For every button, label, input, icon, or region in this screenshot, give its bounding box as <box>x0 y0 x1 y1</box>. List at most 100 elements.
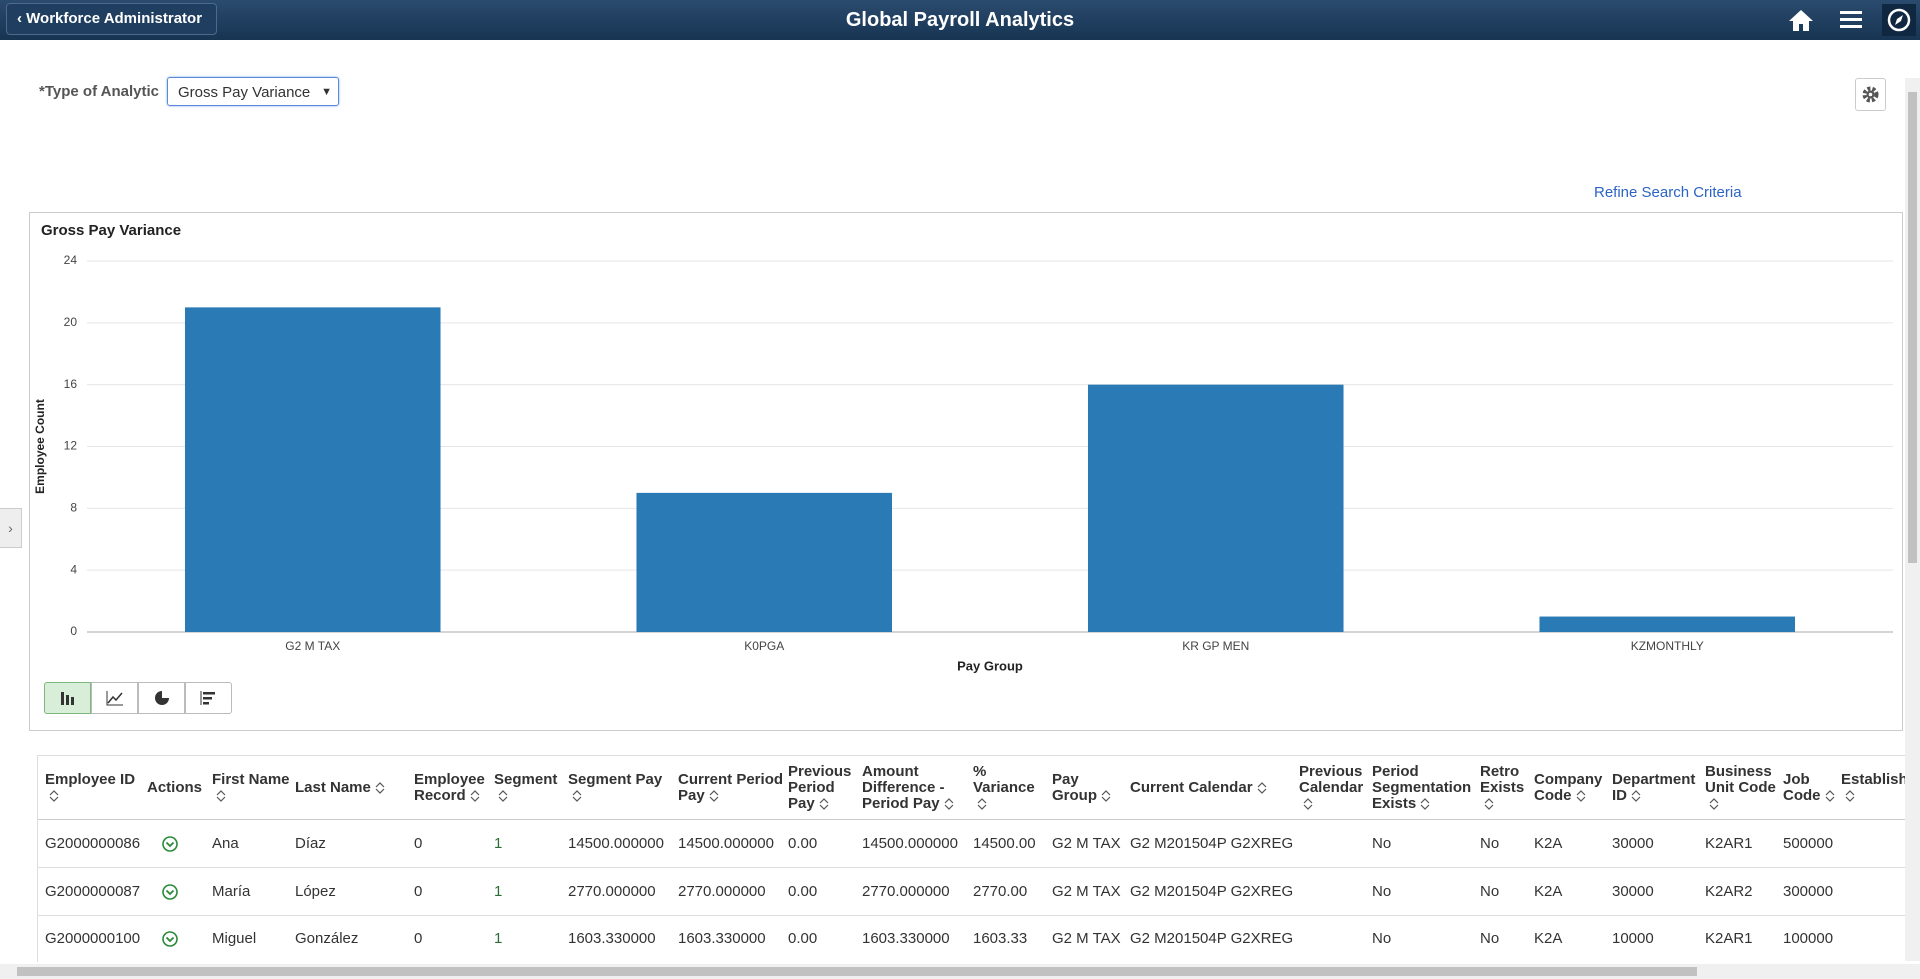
column-header-text[interactable]: Current Period Pay <box>678 770 784 804</box>
sort-icon[interactable] <box>1420 797 1430 810</box>
column-header-cell: Period Segmentation Exists <box>1372 762 1476 812</box>
column-header-text[interactable]: Previous Calendar <box>1299 762 1364 796</box>
column-header-cell: Segment Pay <box>568 770 674 804</box>
column-header-text[interactable]: % Variance <box>973 762 1035 796</box>
table-cell: No <box>1480 835 1500 852</box>
column-header-text[interactable]: Amount Difference - Period Pay <box>862 762 945 812</box>
column-header-cell: Job Code <box>1783 770 1837 804</box>
column-header: Establishment ID <box>1841 756 1905 819</box>
actions-icon[interactable] <box>161 820 179 867</box>
table-cell[interactable]: 1 <box>494 835 503 852</box>
column-header-text[interactable]: Business Unit Code <box>1705 762 1776 796</box>
column-header-cell: Employee ID <box>45 770 143 804</box>
column-header-text[interactable]: Previous Period Pay <box>788 762 852 812</box>
line-chart-button[interactable] <box>91 682 138 714</box>
x-tick-label: KR GP MEN <box>1182 639 1249 653</box>
field-label: *Type of Analytic <box>39 83 160 100</box>
h-scrollbar[interactable] <box>0 964 1920 979</box>
column-header: Pay Group <box>1052 756 1126 819</box>
sort-icon[interactable] <box>1709 797 1719 810</box>
actions-icon[interactable] <box>161 915 179 962</box>
bar-chart-button[interactable] <box>44 682 91 714</box>
sort-icon[interactable] <box>1257 781 1267 794</box>
sort-icon[interactable] <box>1101 789 1111 802</box>
actions-icon[interactable] <box>161 868 179 915</box>
x-tick-label: K0PGA <box>744 639 784 653</box>
sort-icon[interactable] <box>1825 789 1835 802</box>
x-tick-label: G2 M TAX <box>285 639 340 653</box>
sort-icon[interactable] <box>1576 789 1586 802</box>
table-cell: 0 <box>414 882 423 900</box>
table-cell: G2 M201504P G2XREG <box>1130 930 1294 947</box>
side-tab[interactable]: › <box>0 508 22 548</box>
column-header: Period Segmentation Exists <box>1372 756 1476 819</box>
sort-icon[interactable] <box>709 789 719 802</box>
back-label[interactable]: Workforce Administrator <box>26 10 203 27</box>
sort-icon[interactable] <box>1303 797 1313 810</box>
column-header-text[interactable]: Employee ID <box>45 770 136 788</box>
menu-icon[interactable] <box>1840 10 1862 30</box>
column-header-text[interactable]: Department ID <box>1612 770 1696 804</box>
sort-icon[interactable] <box>977 797 987 810</box>
column-header-text: Actions <box>147 778 203 796</box>
sort-icon[interactable] <box>470 789 480 802</box>
column-header: Employee ID <box>45 756 143 819</box>
table-cell: 0.00 <box>788 882 818 900</box>
bar <box>184 307 441 632</box>
refine-link[interactable]: Refine Search Criteria <box>1594 184 1742 201</box>
column-header-text[interactable]: Employee Record <box>414 770 485 804</box>
column-header-text[interactable]: Last Name <box>295 778 371 796</box>
table-cell: 1603.330000 <box>678 930 766 947</box>
column-header-text[interactable]: Job Code <box>1783 770 1821 804</box>
column-header-text[interactable]: Current Calendar <box>1130 778 1253 796</box>
column-header-text[interactable]: Retro Exists <box>1480 762 1525 796</box>
sort-icon[interactable] <box>944 797 954 810</box>
sort-icon[interactable] <box>49 789 59 802</box>
column-header-cell: Previous Calendar <box>1299 762 1368 812</box>
y-tick-label: 12 <box>64 439 78 453</box>
header-row-border <box>38 819 1905 820</box>
column-header-cell: Pay Group <box>1052 770 1126 804</box>
h-scroll-thumb[interactable] <box>17 967 1697 976</box>
back-button[interactable]: ‹ Workforce Administrator <box>6 3 218 35</box>
sort-icon[interactable] <box>1631 789 1641 802</box>
sort-icon[interactable] <box>819 797 829 810</box>
column-header-text[interactable]: First Name <box>212 770 290 788</box>
sort-icon[interactable] <box>1484 797 1494 810</box>
column-header: Business Unit Code <box>1705 756 1779 819</box>
select-value[interactable]: Gross Pay Variance <box>178 84 311 101</box>
column-header-text[interactable]: Period Segmentation Exists <box>1372 762 1472 812</box>
table-cell: No <box>1372 882 1392 900</box>
column-header: Current Period Pay <box>678 756 784 819</box>
y-tick-label: 24 <box>64 253 78 267</box>
column-header-text[interactable]: Pay Group <box>1052 770 1097 804</box>
table-cell[interactable]: 1 <box>494 930 503 947</box>
sort-icon[interactable] <box>216 789 226 802</box>
table-cell: González <box>295 930 359 947</box>
sort-icon[interactable] <box>498 789 508 802</box>
column-header-text[interactable]: Company Code <box>1534 770 1603 804</box>
column-header-text[interactable]: Segment <box>494 770 558 788</box>
table-cell: G2000000086 <box>45 835 141 852</box>
analytic-select[interactable]: Gross Pay Variance ▼ <box>167 77 339 106</box>
sort-icon[interactable] <box>375 781 385 794</box>
navbar-icon[interactable] <box>1882 4 1916 36</box>
column-header-text[interactable]: Establishment ID <box>1841 770 1905 788</box>
table-cell[interactable]: 1 <box>494 882 503 900</box>
table-cell: G2 M TAX <box>1052 835 1121 852</box>
sort-icon[interactable] <box>1845 789 1855 802</box>
table-cell: 100000 <box>1783 930 1834 947</box>
hbar-chart-button[interactable] <box>185 682 232 714</box>
column-header-text[interactable]: Segment Pay <box>568 770 663 788</box>
settings-button[interactable] <box>1855 78 1886 111</box>
table-cell: 1603.330000 <box>862 930 950 947</box>
column-header: First Name <box>212 756 291 819</box>
x-axis-label: Pay Group <box>957 658 1023 673</box>
table-cell: 2770.000000 <box>862 882 950 900</box>
sort-icon[interactable] <box>572 789 582 802</box>
v-scroll-thumb[interactable] <box>1908 92 1917 563</box>
column-header: Previous Calendar <box>1299 756 1368 819</box>
home-icon[interactable] <box>1788 8 1814 32</box>
pie-chart-button[interactable] <box>138 682 185 714</box>
v-scrollbar[interactable] <box>1905 78 1920 961</box>
